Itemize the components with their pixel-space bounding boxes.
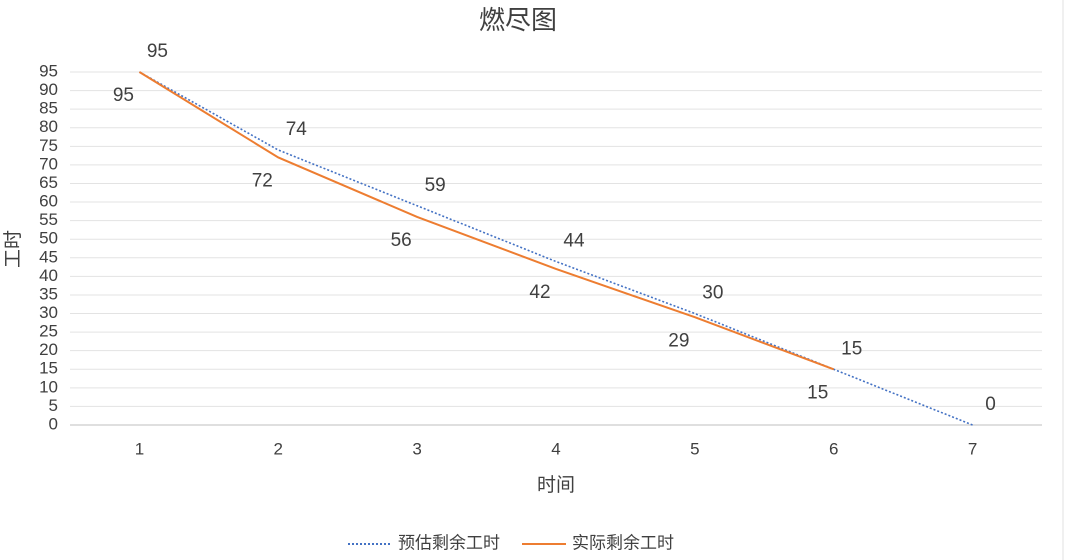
y-tick-label: 45 [39, 247, 58, 266]
y-tick-label: 55 [39, 210, 58, 229]
legend-label: 实际剩余工时 [572, 533, 674, 552]
data-label: 29 [668, 330, 689, 351]
x-axis-title: 时间 [537, 474, 575, 496]
x-tick-label: 7 [968, 439, 977, 458]
data-label: 72 [252, 170, 273, 191]
y-tick-label: 95 [39, 61, 58, 80]
y-tick-label: 20 [39, 340, 58, 359]
series-line [139, 71, 973, 426]
legend-label: 预估剩余工时 [398, 533, 500, 552]
data-label: 0 [985, 394, 996, 415]
y-tick-label: 85 [39, 99, 58, 118]
y-axis-title: 工时 [2, 230, 24, 268]
y-tick-label: 50 [39, 229, 58, 248]
x-tick-label: 4 [551, 439, 560, 458]
data-label: 30 [702, 283, 723, 304]
data-label: 44 [563, 231, 585, 252]
y-tick-label: 35 [39, 284, 58, 303]
y-tick-label: 10 [39, 377, 58, 396]
y-tick-label: 70 [39, 154, 58, 173]
x-tick-label: 5 [690, 439, 699, 458]
y-tick-label: 0 [49, 414, 58, 433]
y-tick-label: 80 [39, 117, 58, 136]
chart-title: 燃尽图 [479, 5, 557, 35]
data-label: 15 [807, 382, 828, 403]
data-label: 59 [425, 175, 446, 196]
y-tick-label: 60 [39, 192, 58, 211]
y-tick-label: 75 [39, 136, 58, 155]
y-tick-label: 5 [49, 396, 58, 415]
x-tick-label: 6 [829, 439, 838, 458]
data-label: 42 [529, 282, 550, 303]
data-label: 95 [147, 41, 168, 62]
y-tick-label: 65 [39, 173, 58, 192]
x-tick-label: 2 [274, 439, 283, 458]
x-tick-label: 1 [135, 439, 144, 458]
y-tick-label: 25 [39, 322, 58, 341]
x-tick-label: 3 [412, 439, 421, 458]
y-tick-label: 15 [39, 359, 58, 378]
data-label: 95 [113, 85, 134, 106]
y-tick-label: 40 [39, 266, 58, 285]
y-tick-label: 30 [39, 303, 58, 322]
y-tick-label: 90 [39, 80, 58, 99]
data-label: 56 [391, 230, 412, 251]
data-label: 15 [841, 338, 862, 359]
series-line [138, 71, 835, 371]
data-label: 74 [286, 119, 308, 140]
